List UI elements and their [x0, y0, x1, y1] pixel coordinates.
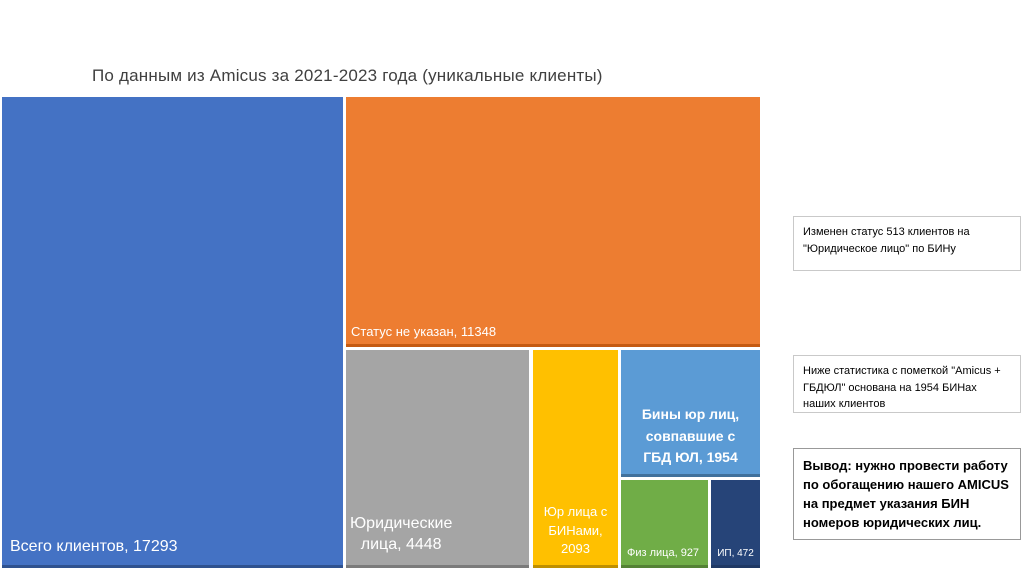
label-line: 2093	[561, 540, 590, 556]
treemap-block-label: Юридические лица, 4448	[350, 513, 452, 556]
label-line: Юр лица с	[543, 504, 608, 520]
label-line: Бины юр лиц,	[641, 405, 740, 422]
treemap-block-status-not-specified: Статус не указан, 11348	[346, 97, 760, 347]
treemap-block-label: Всего клиентов, 17293	[10, 538, 178, 555]
note-statistics-basis: Ниже статистика с пометкой "Amicus + ГБД…	[793, 355, 1021, 413]
treemap-block-total-clients: Всего клиентов, 17293	[2, 97, 343, 568]
label-line: БИНами,	[548, 522, 603, 538]
treemap-block-label: Физ лица, 927	[627, 547, 700, 559]
treemap-block-bins-matching-gbd: Бины юр лиц, совпавшие с ГБД ЮЛ, 1954	[621, 350, 760, 477]
label-line: совпавшие с	[645, 427, 736, 444]
note-status-changed: Изменен статус 513 клиентов на "Юридичес…	[793, 216, 1021, 271]
treemap-block-legal-entities-with-bin: Юр лица с БИНами, 2093	[533, 350, 618, 568]
label-line: ГБД ЮЛ, 1954	[643, 449, 738, 466]
treemap-block-legal-entities: Юридические лица, 4448	[346, 350, 529, 568]
treemap-block-label: Бины юр лиц, совпавшие с ГБД ЮЛ, 1954	[621, 404, 760, 469]
treemap-block-label: ИП, 472	[717, 548, 754, 559]
label-line: Юридические	[350, 514, 453, 532]
chart-title: По данным из Amicus за 2021-2023 года (у…	[92, 66, 603, 85]
treemap-block-individuals: Физ лица, 927	[621, 480, 708, 568]
treemap-chart: Всего клиентов, 17293 Статус не указан, …	[0, 97, 760, 568]
conclusion-note: Вывод: нужно провести работу по обогащен…	[793, 448, 1021, 540]
treemap-block-label: Статус не указан, 11348	[351, 324, 497, 339]
treemap-block-label: Юр лица с БИНами, 2093	[533, 503, 618, 558]
label-line: лица, 4448	[360, 536, 442, 554]
treemap-block-ip: ИП, 472	[711, 480, 760, 568]
